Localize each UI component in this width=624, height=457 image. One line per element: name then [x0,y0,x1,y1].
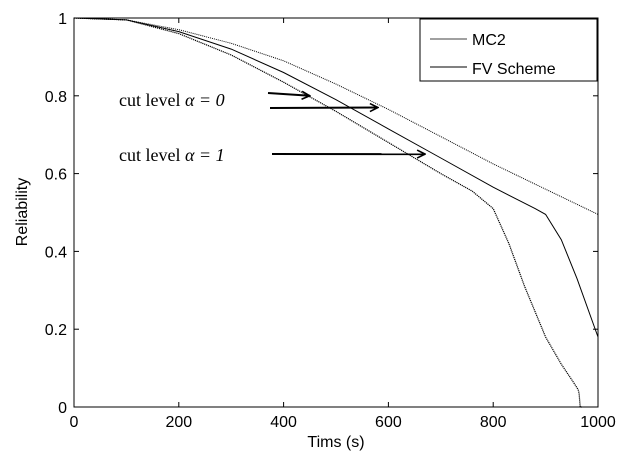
y-tick-label: 0 [58,400,67,417]
legend-label-mc2: MC2 [472,32,506,49]
x-tick-label: 400 [270,414,297,431]
axis-ticks: 0 200 400 600 800 1000 0 0.2 0.4 0.6 0.8 1 [45,11,616,431]
y-tick-label: 1 [58,11,67,28]
annotation-alpha-1-text: cut level α = 1 [119,145,225,165]
annotation-alpha-1: cut level α = 1 [119,145,425,165]
x-axis-label: Tims (s) [307,434,364,451]
series-line-3 [73,17,583,408]
x-tick-label: 0 [70,414,79,431]
annotation-alpha-0: cut level α = 0 [119,90,378,110]
x-tick-label: 600 [375,414,402,431]
y-tick-label: 0.2 [45,322,67,339]
series-line-2 [73,17,599,338]
plot-area [73,17,599,408]
x-tick-label: 200 [165,414,192,431]
y-tick-label: 0.8 [45,89,67,106]
legend-box [419,18,598,82]
y-tick-label: 0.6 [45,167,67,184]
y-axis-label: Reliability [14,178,31,246]
y-tick-label: 0.4 [45,244,67,261]
legend-label-fv: FV Scheme [472,61,556,78]
annotation-alpha-0-arrow-2 [269,108,378,109]
series-line-1 [73,17,599,215]
annotation-alpha-0-arrow-1 [267,93,310,96]
x-tick-label: 1000 [580,414,616,431]
annotation-alpha-0-text: cut level α = 0 [119,90,225,110]
legend: MC2 FV Scheme [419,18,598,82]
x-tick-label: 800 [480,414,507,431]
series-layer [73,17,599,408]
